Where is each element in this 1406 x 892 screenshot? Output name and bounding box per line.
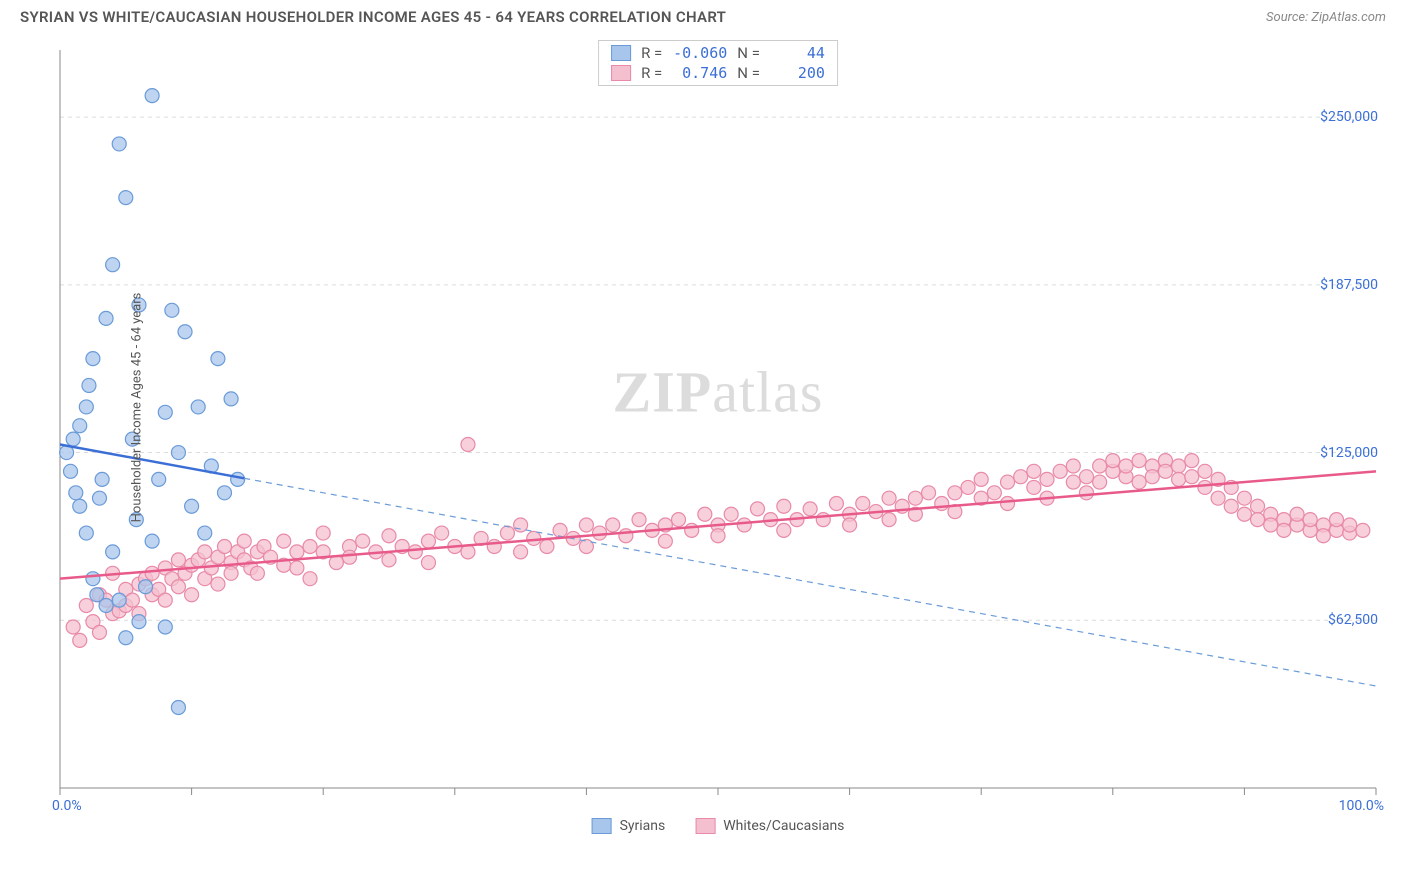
legend-label-syrians: Syrians <box>620 818 666 834</box>
y-tick-label: $62,500 <box>1328 612 1378 628</box>
source-attribution: Source: ZipAtlas.com <box>1266 10 1386 25</box>
chart-header: SYRIAN VS WHITE/CAUCASIAN HOUSEHOLDER IN… <box>0 0 1406 30</box>
legend-item-whites: Whites/Caucasians <box>695 818 844 834</box>
n-label: N = <box>737 44 760 62</box>
swatch-syrians-icon <box>611 45 631 61</box>
swatch-whites-icon <box>695 818 715 834</box>
chart-area: ZIPatlas Householder Income Ages 45 - 64… <box>50 40 1386 840</box>
y-tick-label: $187,500 <box>1320 277 1378 293</box>
legend-item-syrians: Syrians <box>592 818 666 834</box>
swatch-syrians-icon <box>592 818 612 834</box>
swatch-whites-icon <box>611 65 631 81</box>
chart-title: SYRIAN VS WHITE/CAUCASIAN HOUSEHOLDER IN… <box>20 8 726 26</box>
legend-stats-box: R = -0.060 N = 44 R = 0.746 N = 200 <box>598 40 838 86</box>
r-label: R = <box>641 64 662 82</box>
legend-stats-row-whites: R = 0.746 N = 200 <box>599 63 837 83</box>
y-axis-label: Householder Income Ages 45 - 64 years <box>129 293 144 523</box>
n-value-whites: 200 <box>770 64 825 82</box>
legend-label-whites: Whites/Caucasians <box>723 818 844 834</box>
n-value-syrians: 44 <box>770 44 825 62</box>
bottom-legend: Syrians Whites/Caucasians <box>592 818 845 834</box>
legend-stats-row-syrians: R = -0.060 N = 44 <box>599 43 837 63</box>
x-axis-end-label: 100.0% <box>1339 798 1384 814</box>
r-value-syrians: -0.060 <box>672 44 727 62</box>
y-tick-label: $250,000 <box>1320 109 1378 125</box>
r-label: R = <box>641 44 662 62</box>
y-tick-label: $125,000 <box>1320 445 1378 461</box>
x-axis-start-label: 0.0% <box>52 798 82 814</box>
n-label: N = <box>737 64 760 82</box>
r-value-whites: 0.746 <box>672 64 727 82</box>
scatter-plot <box>50 40 1386 840</box>
